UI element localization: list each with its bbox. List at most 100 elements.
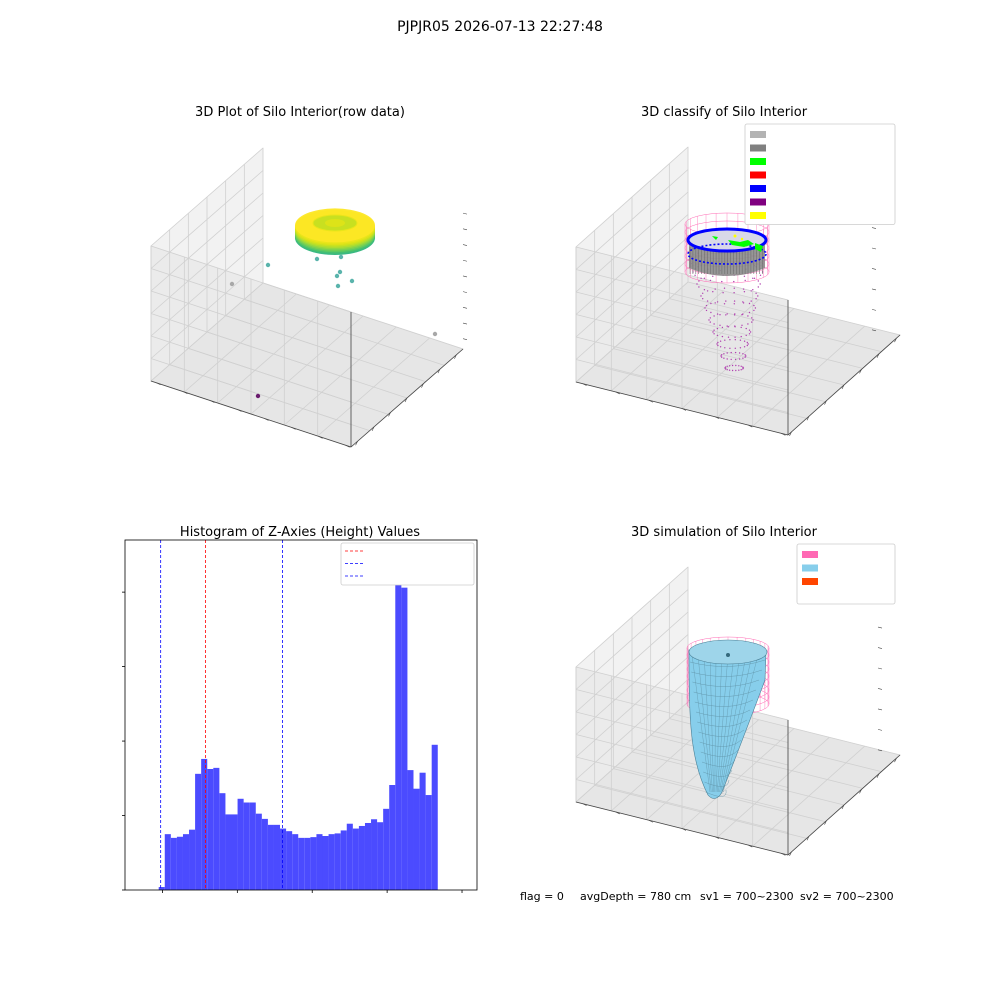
p2-interpolated-point <box>734 313 736 315</box>
p1-scatter-point <box>335 283 341 289</box>
p2-interpolated-point <box>702 292 704 294</box>
p3-bar <box>158 887 165 890</box>
p2-interpolated-point <box>713 329 715 331</box>
panel-classify-3d-title: 3D classify of Silo Interior <box>641 105 808 120</box>
p3-bar <box>419 772 426 890</box>
p2-interpolated-point <box>703 277 706 279</box>
p2-interpolated-point <box>755 298 757 300</box>
p2-interpolated-point <box>720 355 722 357</box>
status-sv1: sv1 = 700~2300 <box>700 890 794 903</box>
p4-rice-mesh-line <box>691 669 763 677</box>
p2-z-tick <box>871 288 877 291</box>
p3-axes-frame <box>124 539 478 891</box>
p2-interpolated-point <box>710 302 712 305</box>
p2-interpolated-point <box>733 292 735 294</box>
p4-legend-swatch <box>802 564 818 572</box>
p2-y-tick <box>714 416 720 420</box>
p1-x-tick <box>371 426 375 431</box>
p2-interpolated-point <box>743 291 746 293</box>
p2-interpolated-point <box>722 292 724 294</box>
p2-z-tick <box>871 247 877 250</box>
p4-grid-line <box>575 589 689 690</box>
p2-interpolated-point <box>725 314 727 316</box>
p2-x-tick <box>824 400 827 405</box>
p3-bar <box>431 744 438 890</box>
p2-interpolated-point <box>741 314 743 316</box>
p2-interpolated-point <box>716 301 719 303</box>
p2-interpolated-point <box>753 304 755 307</box>
p2-interpolated-point <box>743 346 746 348</box>
p2-interpolated-point <box>747 343 749 345</box>
p2-legend-swatch <box>750 185 766 192</box>
p2-interpolated-point <box>714 302 716 304</box>
p3-bar <box>219 793 226 890</box>
p3-bar <box>304 837 311 890</box>
p4-rice-mesh-line <box>699 739 742 747</box>
p2-noise-ring <box>686 227 768 253</box>
p2-interpolated-point <box>743 340 746 342</box>
p4-rice-mesh-line <box>697 654 712 793</box>
p3-bar <box>292 834 299 890</box>
p1-scatter-point <box>229 281 235 287</box>
p2-grid-line <box>752 325 865 427</box>
p2-interpolated-point <box>719 340 722 342</box>
p2-interpolated-point <box>731 364 734 367</box>
p3-bar <box>207 768 214 890</box>
p4-rice-mesh-line <box>704 779 730 787</box>
p3-bar <box>249 802 256 890</box>
p2-interpolated-point <box>694 274 696 276</box>
p2-interpolated-point <box>734 358 737 361</box>
status-flag: flag = 0 <box>520 890 564 903</box>
p2-interpolated-point <box>748 311 751 314</box>
p2-interpolated-point <box>704 307 706 309</box>
p4-z-tick <box>877 626 883 629</box>
p4-legend-box <box>796 543 896 605</box>
p4-rice-mesh-line <box>692 679 760 687</box>
p2-x-tick <box>841 384 845 390</box>
p2-interpolated-point <box>738 352 741 354</box>
panel-histogram: Histogram of Z-Axies (Height) Values <box>122 525 478 893</box>
p1-scatter-point <box>334 273 340 279</box>
p3-bar <box>328 834 335 890</box>
p2-interpolated-point <box>727 336 730 338</box>
p2-interpolated-point <box>728 365 731 367</box>
p2-interpolated-point <box>734 336 736 338</box>
p1-scatter-point <box>314 256 320 262</box>
p2-interpolated-point <box>746 341 748 344</box>
p2-interpolated-point <box>716 327 719 330</box>
p4-rice-mesh-line <box>693 689 757 697</box>
p3-bar <box>267 824 274 890</box>
p2-interpolated-point <box>729 347 731 349</box>
p4-rice-mesh-line <box>700 749 739 757</box>
p2-interpolated-point <box>748 329 751 331</box>
p2-interpolated-point <box>723 353 725 355</box>
p4-x-tick <box>894 757 897 763</box>
p3-bar <box>255 813 262 890</box>
p3-bar <box>364 822 372 890</box>
p4-y-tick <box>781 853 786 856</box>
p2-interpolated-point <box>746 344 748 347</box>
p4-grid-line <box>575 566 689 668</box>
p3-bar <box>316 834 323 890</box>
p2-interpolated-point <box>751 317 753 319</box>
p2-interpolated-point <box>748 302 751 305</box>
p2-interpolated-point <box>734 326 736 328</box>
p2-legend-swatch <box>750 158 766 165</box>
p3-bar <box>413 788 420 890</box>
p2-grid-line <box>575 146 689 248</box>
p4-rice-mesh-line <box>691 654 711 793</box>
p2-interpolated-point <box>723 303 726 305</box>
p2-interpolated-point <box>721 356 723 358</box>
p4-rice-mesh-line <box>714 654 717 793</box>
p2-interpolated-point <box>705 304 708 307</box>
p2-legend-box <box>744 123 896 225</box>
p1-y-tick <box>318 436 323 439</box>
p2-interpolated-point <box>738 369 740 371</box>
p1-y-tick <box>291 427 296 430</box>
p4-legend-swatch <box>802 551 818 558</box>
p2-interpolated-point <box>713 315 715 317</box>
p2-interpolated-point <box>757 280 759 282</box>
p2-symmetric-point <box>733 234 737 238</box>
p2-interpolated-point <box>740 326 742 329</box>
panel-simulation-3d-title: 3D simulation of Silo Interior <box>631 525 818 540</box>
